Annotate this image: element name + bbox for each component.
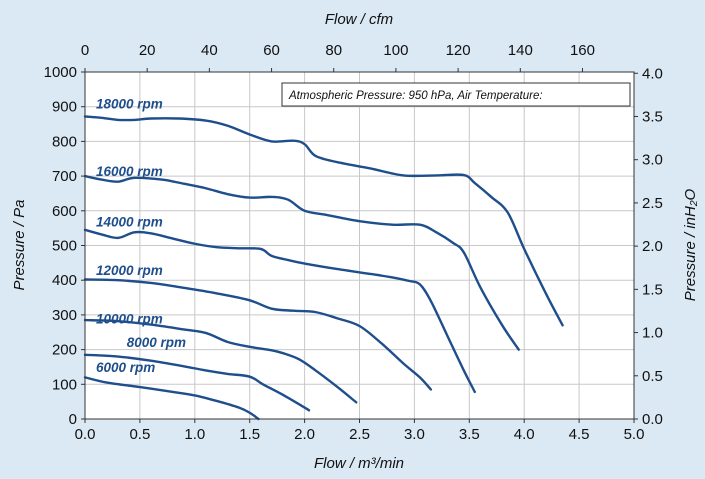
y-tick-label-4: 400 bbox=[52, 272, 77, 289]
y2-tick-label-6: 3.0 bbox=[642, 152, 663, 169]
y-tick-label-5: 500 bbox=[52, 238, 77, 255]
y-tick-label-9: 900 bbox=[52, 99, 77, 116]
x2-tick-label-8: 160 bbox=[570, 42, 595, 59]
y-tick-label-0: 0 bbox=[69, 411, 77, 428]
series-label-8000-rpm: 8000 rpm bbox=[127, 335, 186, 350]
x-tick-label-3: 1.5 bbox=[239, 426, 260, 443]
x2-tick-label-6: 120 bbox=[446, 42, 471, 59]
series-line-10000-rpm bbox=[83, 318, 358, 404]
x-tick-label-2: 1.0 bbox=[184, 426, 205, 443]
series-labels: 6000 rpm 8000 rpm 10000 rpm 12000 rpm 14000 … bbox=[96, 96, 186, 375]
x2-tick-label-4: 80 bbox=[325, 42, 342, 59]
series-line-18000-rpm bbox=[83, 115, 564, 327]
x2-tick-label-0: 0 bbox=[81, 42, 89, 59]
y-tick-label-6: 600 bbox=[52, 203, 77, 220]
y2-tick-label-5: 2.5 bbox=[642, 195, 663, 212]
y2-tick-label-3: 1.5 bbox=[642, 281, 663, 298]
y2-tick-label-4: 2.0 bbox=[642, 238, 663, 255]
y-axis-title-left: Pressure / Pa bbox=[11, 200, 28, 291]
series-label-18000-rpm: 18000 rpm bbox=[96, 96, 163, 111]
x2-tick-label-5: 100 bbox=[383, 42, 408, 59]
x-tick-label-1: 0.5 bbox=[129, 426, 150, 443]
x2-tick-label-3: 60 bbox=[263, 42, 280, 59]
tick-labels: 0.0 0.5 1.0 1.5 2.0 2.5 3.0 3.5 4.0 4.5 5.00100200… bbox=[44, 42, 663, 443]
y2-tick-label-2: 1.0 bbox=[642, 325, 663, 342]
series-label-10000-rpm: 10000 rpm bbox=[96, 312, 163, 327]
x-tick-label-4: 2.0 bbox=[294, 426, 315, 443]
x-tick-label-8: 4.0 bbox=[514, 426, 535, 443]
x2-tick-label-7: 140 bbox=[508, 42, 533, 59]
x-axis-title-top: Flow / cfm bbox=[325, 11, 393, 28]
y-tick-label-1: 100 bbox=[52, 376, 77, 393]
x-tick-label-6: 3.0 bbox=[404, 426, 425, 443]
annotation-box: Atmospheric Pressure: 950 hPa, Air Tempe… bbox=[281, 82, 631, 107]
y2-tick-label-7: 3.5 bbox=[642, 108, 663, 125]
annotation-frame bbox=[281, 82, 631, 107]
x-tick-label-0: 0.0 bbox=[75, 426, 96, 443]
y-tick-label-8: 800 bbox=[52, 133, 77, 150]
x-tick-label-9: 4.5 bbox=[569, 426, 590, 443]
series-line-6000-rpm bbox=[83, 376, 260, 421]
series-lines bbox=[83, 115, 564, 421]
series-label-16000-rpm: 16000 rpm bbox=[96, 164, 163, 179]
x-tick-label-7: 3.5 bbox=[459, 426, 480, 443]
series-line-12000-rpm bbox=[83, 278, 433, 391]
series-line-8000-rpm bbox=[83, 353, 311, 412]
y-tick-label-3: 300 bbox=[52, 307, 77, 324]
series-label-12000-rpm: 12000 rpm bbox=[96, 263, 163, 278]
y-tick-label-2: 200 bbox=[52, 342, 77, 359]
x-axis-title-bottom: Flow / m³/min bbox=[314, 455, 404, 472]
series-label-14000-rpm: 14000 rpm bbox=[96, 214, 163, 229]
y-tick-label-7: 700 bbox=[52, 168, 77, 185]
x-tick-label-10: 5.0 bbox=[624, 426, 645, 443]
y-tick-label-10: 1000 bbox=[44, 64, 77, 81]
x2-tick-label-1: 20 bbox=[139, 42, 156, 59]
series-line-14000-rpm bbox=[83, 228, 476, 394]
y-axis-title-right: Pressure / inH₂O bbox=[682, 188, 699, 301]
annotation-text: Atmospheric Pressure: 950 hPa, Air Tempe… bbox=[288, 90, 543, 102]
series-line-16000-rpm bbox=[83, 174, 520, 351]
series-label-6000-rpm: 6000 rpm bbox=[96, 360, 155, 375]
x-tick-label-5: 2.5 bbox=[349, 426, 370, 443]
x2-tick-label-2: 40 bbox=[201, 42, 218, 59]
y2-tick-label-1: 0.5 bbox=[642, 368, 663, 385]
y2-tick-label-8: 4.0 bbox=[642, 65, 663, 82]
y2-tick-label-0: 0.0 bbox=[642, 411, 663, 428]
